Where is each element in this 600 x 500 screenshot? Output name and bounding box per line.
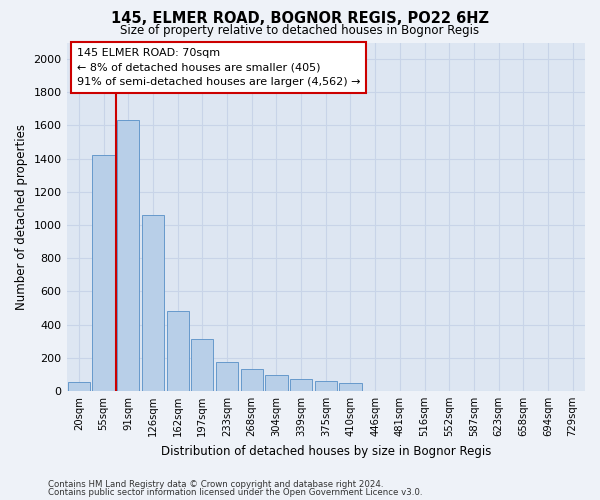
Bar <box>92 156 115 391</box>
Bar <box>167 312 189 391</box>
Bar <box>117 120 139 391</box>
Bar <box>142 215 164 391</box>
Text: 145, ELMER ROAD, BOGNOR REGIS, PO22 6HZ: 145, ELMER ROAD, BOGNOR REGIS, PO22 6HZ <box>111 11 489 26</box>
Bar <box>216 362 238 391</box>
Text: Size of property relative to detached houses in Bognor Regis: Size of property relative to detached ho… <box>121 24 479 37</box>
Bar <box>265 375 287 391</box>
Bar <box>241 370 263 391</box>
Bar <box>314 381 337 391</box>
Y-axis label: Number of detached properties: Number of detached properties <box>15 124 28 310</box>
Bar <box>68 382 90 391</box>
Bar <box>290 380 312 391</box>
Text: Contains public sector information licensed under the Open Government Licence v3: Contains public sector information licen… <box>48 488 422 497</box>
Bar <box>340 382 362 391</box>
Text: 145 ELMER ROAD: 70sqm
← 8% of detached houses are smaller (405)
91% of semi-deta: 145 ELMER ROAD: 70sqm ← 8% of detached h… <box>77 48 361 88</box>
Text: Contains HM Land Registry data © Crown copyright and database right 2024.: Contains HM Land Registry data © Crown c… <box>48 480 383 489</box>
Bar <box>191 340 214 391</box>
X-axis label: Distribution of detached houses by size in Bognor Regis: Distribution of detached houses by size … <box>161 444 491 458</box>
